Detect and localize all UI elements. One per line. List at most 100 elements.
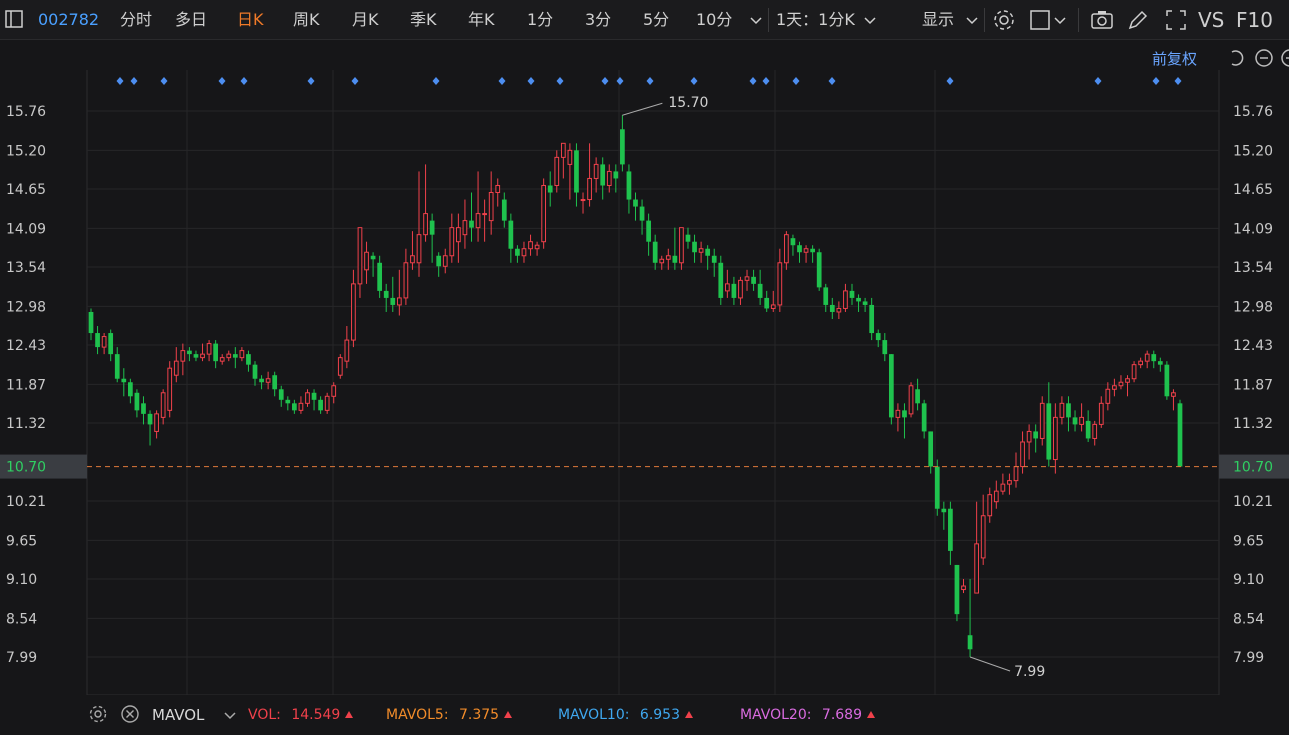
event-marker-icon <box>762 77 770 85</box>
candle-body <box>1157 361 1163 365</box>
candle-body <box>88 311 94 334</box>
candle-body <box>1105 388 1111 404</box>
divider <box>1078 8 1079 32</box>
chart-toolbar: 002782 分时 多日 日K 周K 月K 季K 年K 1分 3分 5分 10分 1天：1分K 显示… <box>0 0 1289 40</box>
tab-6[interactable]: 季K <box>410 10 437 29</box>
chevron-down-icon[interactable] <box>222 705 238 725</box>
y-tick-label-left: 14.09 <box>6 221 46 237</box>
candle-body <box>665 255 671 260</box>
y-tick-label-left: 11.32 <box>6 416 46 432</box>
chevron-down-icon[interactable] <box>1052 10 1068 30</box>
candle-body <box>574 150 579 193</box>
camera-icon[interactable] <box>1090 8 1114 32</box>
candle-body <box>1177 403 1183 467</box>
tab-11[interactable]: 10分 <box>696 10 733 29</box>
candle-body <box>1059 402 1065 418</box>
tab-9[interactable]: 3分 <box>585 10 612 29</box>
tab-3[interactable]: 日K <box>237 10 264 29</box>
mavol5-readout: MAVOL5: 7.375 <box>386 695 513 735</box>
indicator-name[interactable]: MAVOL <box>152 706 205 724</box>
event-marker-icon <box>946 77 954 85</box>
y-tick-label-right: 15.76 <box>1233 104 1273 120</box>
candle-body <box>1000 483 1006 492</box>
candle-body <box>1007 480 1012 485</box>
candle-body <box>613 171 619 179</box>
tab-8[interactable]: 1分 <box>527 10 554 29</box>
tab-5[interactable]: 月K <box>352 10 379 29</box>
candle-body <box>961 585 966 591</box>
candle-body <box>292 403 297 411</box>
event-marker-icon <box>616 77 624 85</box>
candle-body <box>246 354 251 365</box>
display-button[interactable]: 显示 <box>922 10 955 29</box>
tab-10[interactable]: 5分 <box>643 10 670 29</box>
candle-body <box>134 392 140 411</box>
candlestick-chart[interactable]: 15.76 15.76 15.20 15.20 14.65 14.65 14.09 14.09… <box>0 40 1289 695</box>
chevron-down-icon[interactable] <box>964 10 980 30</box>
candle-body <box>633 199 638 207</box>
plus-circle-icon[interactable] <box>1280 48 1289 68</box>
candle-body <box>521 248 527 257</box>
y-tick-label-left: 12.98 <box>6 299 46 315</box>
period-select[interactable]: 1天：1分K <box>776 10 855 29</box>
tab-2[interactable]: 多日 <box>175 10 208 29</box>
candle-body <box>298 402 304 411</box>
candle-body <box>1072 417 1078 425</box>
candle-body <box>259 378 264 383</box>
pencil-icon[interactable] <box>1126 8 1150 32</box>
adjust-mode-label[interactable]: 前复权 <box>1152 50 1198 68</box>
candle-body <box>383 290 389 298</box>
candle-body <box>495 184 501 194</box>
vol-label: VOL: <box>248 707 281 723</box>
candle-body <box>416 234 422 264</box>
tab-1[interactable]: 分时 <box>120 10 153 29</box>
candle-body <box>265 378 271 383</box>
candle-body <box>1098 402 1104 425</box>
event-marker-icon <box>240 77 248 85</box>
candle-body <box>501 199 507 221</box>
sidebar-toggle-icon[interactable] <box>4 9 24 29</box>
candle-body <box>1118 381 1124 387</box>
candle-body <box>692 241 697 253</box>
minus-circle-icon[interactable] <box>1254 48 1274 68</box>
vs-button[interactable]: VS <box>1198 8 1225 32</box>
chevron-down-icon[interactable] <box>862 10 878 30</box>
candle-body <box>639 206 645 221</box>
candle-body <box>888 354 894 418</box>
event-marker-icon <box>1152 77 1160 85</box>
tab-7[interactable]: 年K <box>468 10 495 29</box>
candle-body <box>108 333 114 355</box>
f10-button[interactable]: F10 <box>1236 8 1273 32</box>
vol-value: 14.549 <box>291 707 341 723</box>
y-tick-label-right: 12.98 <box>1233 299 1273 315</box>
undo-icon[interactable] <box>1226 48 1246 68</box>
candle-body <box>534 244 540 250</box>
stock-code[interactable]: 002782 <box>38 10 100 29</box>
candle-body <box>1046 403 1052 460</box>
candle-body <box>652 241 658 263</box>
candle-body <box>193 354 199 358</box>
square-icon[interactable] <box>1028 8 1052 32</box>
candle-body <box>101 336 107 348</box>
chevron-down-icon[interactable] <box>748 10 764 30</box>
up-arrow-icon <box>867 711 875 718</box>
candle-body <box>469 220 474 228</box>
y-tick-label-right: 10.70 <box>1233 460 1273 476</box>
y-tick-label-left: 15.76 <box>6 104 46 120</box>
candle-body <box>554 156 560 186</box>
fullscreen-icon[interactable] <box>1164 8 1188 32</box>
candle-body <box>528 241 533 250</box>
candle-body <box>1079 416 1084 425</box>
candle-body <box>954 564 960 615</box>
candle-body <box>305 392 310 404</box>
candle-body <box>1085 420 1091 439</box>
close-icon[interactable] <box>120 704 140 724</box>
current-price-tag-left <box>0 454 87 479</box>
tab-4[interactable]: 周K <box>293 10 320 29</box>
candle-body <box>875 333 881 341</box>
gear-icon[interactable] <box>88 704 108 724</box>
candle-body <box>987 494 993 517</box>
candle-body <box>560 142 566 158</box>
candle-body <box>600 164 606 186</box>
gear-icon[interactable] <box>992 8 1016 32</box>
